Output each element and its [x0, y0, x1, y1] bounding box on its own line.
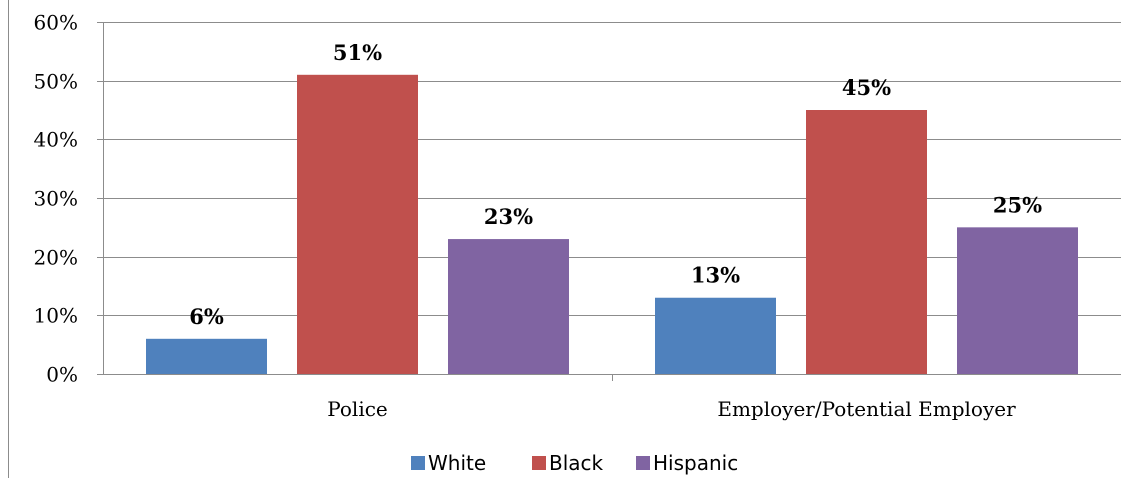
legend-swatch-white [411, 456, 425, 470]
legend-label: Hispanic [653, 451, 738, 475]
bar-hispanic [448, 239, 569, 374]
bar-black [806, 110, 927, 374]
data-label: 13% [691, 263, 740, 288]
y-tick-label: 0% [46, 363, 78, 387]
data-label: 25% [993, 192, 1042, 217]
gridlines [103, 22, 1121, 316]
data-label: 6% [189, 304, 224, 329]
bar-white [146, 338, 267, 374]
bar-hispanic [957, 227, 1078, 374]
x-category-label: Employer/Potential Employer [717, 397, 1016, 421]
legend-label: Black [549, 451, 604, 475]
data-labels: 6% 51% 23% 13% 45% 25% [189, 40, 1042, 329]
legend-label: White [428, 451, 486, 475]
bar-white [655, 297, 776, 374]
legend-swatch-hispanic [636, 456, 650, 470]
y-tick-label: 30% [34, 187, 78, 211]
y-tick-label: 20% [34, 246, 78, 270]
y-tick-label: 10% [34, 304, 78, 328]
bar-black [297, 74, 418, 375]
bars [146, 74, 1078, 375]
data-label: 23% [484, 204, 533, 229]
x-category-label: Police [327, 397, 388, 421]
legend-swatch-black [532, 456, 546, 470]
data-label: 45% [842, 75, 891, 100]
y-tick-label: 50% [34, 70, 78, 94]
data-label: 51% [333, 40, 382, 65]
legend: White Black Hispanic [411, 451, 738, 475]
axes: 0% 10% 20% 30% 40% 50% 60% Police Employer/Poten… [34, 11, 1121, 421]
y-tick-label: 40% [34, 128, 78, 152]
y-tick-label: 60% [34, 11, 78, 35]
